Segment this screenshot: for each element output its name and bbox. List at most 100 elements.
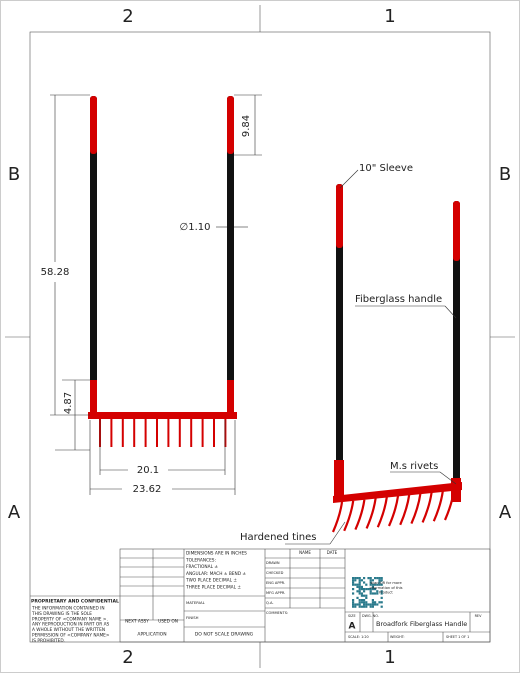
qr-cell	[352, 592, 355, 595]
tine	[376, 497, 388, 528]
qr-cell	[360, 601, 363, 604]
qr-cell	[371, 583, 374, 586]
qr-cell	[358, 601, 361, 604]
qr-cell	[371, 579, 374, 582]
qr-cell	[378, 579, 381, 582]
qr-cell	[365, 601, 368, 604]
qr-cell	[363, 594, 366, 597]
qr-cell	[354, 605, 357, 608]
tine	[399, 494, 411, 526]
label: B	[499, 164, 511, 185]
qr-cell	[354, 577, 357, 580]
qr-cell	[378, 601, 381, 604]
qr-cell	[363, 601, 366, 604]
label: COMMENTS:	[266, 611, 288, 615]
dimension-lines	[50, 94, 262, 495]
qr-cell	[352, 583, 355, 586]
qr-cell	[380, 605, 383, 608]
label: Fiberglass handle	[355, 294, 442, 305]
qr-cell	[374, 583, 377, 586]
label: B	[8, 164, 20, 185]
label: PERMISSION OF <COMPANY NAME>	[32, 633, 110, 639]
qr-cell	[365, 588, 368, 591]
tine	[387, 495, 400, 527]
qr-cell	[356, 596, 359, 599]
label: PROPERTY OF <COMPANY NAME >.	[32, 616, 108, 622]
qr-cell	[365, 594, 368, 597]
qr-cell	[352, 577, 355, 580]
qr-cell	[380, 601, 383, 604]
qr-cell	[358, 588, 361, 591]
tine	[365, 498, 377, 529]
qr-cell	[378, 581, 381, 584]
qr-cell	[356, 583, 359, 586]
qr-cell	[369, 592, 372, 595]
qr-cell	[352, 579, 355, 582]
qr-cell	[356, 603, 359, 606]
label: APPLICATION	[137, 632, 166, 638]
label: USED ON	[158, 619, 178, 625]
qr-cell	[365, 605, 368, 608]
qr-cell	[363, 577, 366, 580]
qr-cell	[352, 603, 355, 606]
qr-cell	[352, 601, 355, 604]
qr-cell	[369, 603, 372, 606]
label: DATE	[327, 550, 338, 555]
qr-cell	[358, 603, 361, 606]
qr-cell	[358, 579, 361, 582]
qr-cell	[371, 585, 374, 588]
label: scan QR for more	[370, 581, 402, 585]
qr-cell	[376, 592, 379, 595]
label: 58.28	[41, 267, 70, 278]
qr-cell	[369, 588, 372, 591]
label: M.s rivets	[390, 461, 438, 472]
label: A	[499, 502, 512, 523]
qr-cell	[374, 577, 377, 580]
label: 2	[122, 6, 133, 27]
label: PROPRIETARY AND CONFIDENTIAL	[31, 599, 119, 605]
label: A WHOLE WITHOUT THE WRITTEN	[32, 627, 105, 633]
qr-cell	[354, 603, 357, 606]
zone-ticks	[5, 5, 515, 668]
qr-cell	[358, 583, 361, 586]
tine	[343, 500, 355, 532]
qr-cell	[363, 605, 366, 608]
qr-cell	[356, 577, 359, 580]
qr-cell	[376, 603, 379, 606]
qr-cell	[356, 585, 359, 588]
tine	[331, 501, 344, 533]
qr-cell	[376, 583, 379, 586]
qr-cell	[369, 577, 372, 580]
qr-cell	[360, 594, 363, 597]
qr-cell	[367, 577, 370, 580]
qr-cell	[363, 603, 366, 606]
qr-cell	[352, 599, 355, 602]
qr-cell	[358, 577, 361, 580]
qr-cell	[371, 605, 374, 608]
label: ∅1.10	[180, 222, 211, 233]
qr-cell	[369, 579, 372, 582]
label: DIMENSIONS ARE IN INCHES	[186, 551, 247, 557]
label: DWG. NO.	[362, 614, 379, 618]
tine	[421, 492, 433, 523]
qr-cell	[380, 577, 383, 580]
qr-cell	[369, 605, 372, 608]
qr-cell	[358, 585, 361, 588]
label: Broadfork Fiberglass Handle	[376, 620, 467, 628]
iso-view	[331, 184, 462, 533]
label: MFG APPR.	[266, 591, 285, 595]
callout-leaders	[285, 169, 457, 545]
label: TOLERANCES:	[185, 557, 216, 563]
qr-cell	[360, 585, 363, 588]
qr-cell	[360, 599, 363, 602]
qr-cell	[378, 583, 381, 586]
title-block-grid	[30, 548, 491, 643]
qr-cell	[356, 590, 359, 593]
label: TWO PLACE DECIMAL ±	[185, 578, 237, 584]
qr-cell	[360, 588, 363, 591]
qr-cell	[369, 583, 372, 586]
qr-cell	[363, 590, 366, 593]
qr-cell	[374, 588, 377, 591]
qr-cell	[354, 583, 357, 586]
